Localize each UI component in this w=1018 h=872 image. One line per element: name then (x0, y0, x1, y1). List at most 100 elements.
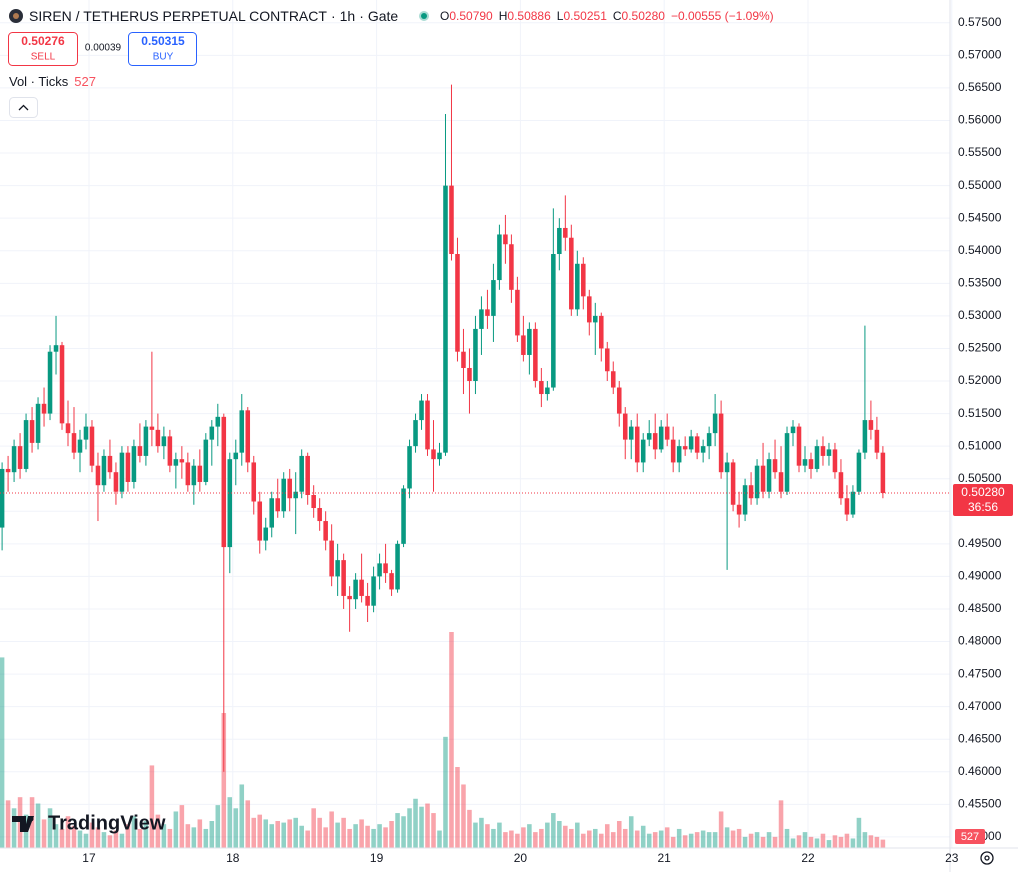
volume-bar (856, 817, 862, 848)
volume-bar (155, 814, 161, 848)
volume-bar (209, 821, 215, 848)
exchange: Gate (368, 8, 399, 24)
volume-bar (575, 822, 580, 848)
y-tick-label: 0.48500 (958, 601, 1002, 615)
sell-button[interactable] (8, 32, 78, 66)
candle-body (41, 403, 47, 414)
volume-value: 527 (74, 74, 96, 89)
volume-bar (233, 808, 239, 848)
candle-body (826, 449, 832, 456)
volume-bar (766, 832, 772, 848)
volume-bar (718, 811, 724, 848)
candle-body (724, 462, 730, 473)
x-tick-label: 17 (82, 851, 96, 865)
volume-bar (65, 816, 71, 848)
candle-body (760, 465, 766, 492)
volume-bar (652, 832, 658, 848)
candle-body (862, 420, 868, 453)
candle-body (527, 328, 532, 355)
candle-body (796, 426, 802, 466)
candle-body (407, 446, 412, 489)
x-tick-label: 22 (801, 851, 815, 865)
volume-bar (161, 824, 167, 848)
interval: 1h (340, 8, 356, 24)
volume-bar (299, 825, 304, 848)
candle-body (257, 501, 263, 541)
y-tick-label: 0.57000 (958, 48, 1002, 62)
candle-body (640, 439, 646, 463)
candle-body (778, 472, 784, 492)
x-tick-label: 20 (514, 851, 528, 865)
volume-bar (826, 840, 832, 848)
volume-bar (341, 817, 346, 848)
ohlc-label: C (613, 9, 622, 23)
candle-body (89, 426, 95, 466)
candle-body (766, 459, 772, 492)
candle-body (509, 244, 514, 290)
volume-bar (227, 797, 233, 848)
candle-body (700, 446, 706, 453)
candle-body (215, 416, 221, 427)
candle-body (125, 452, 131, 482)
candle-body (365, 595, 370, 606)
ohlc-value: 0.50280 (622, 9, 666, 23)
volume-bar (377, 824, 382, 848)
volume-layer (0, 632, 886, 848)
volume-bar (131, 816, 137, 848)
candle-body (197, 465, 203, 482)
candle-body (784, 433, 790, 492)
candle-body (664, 426, 670, 440)
candle-body (29, 420, 35, 443)
volume-bar (221, 713, 227, 848)
volume-bar (754, 832, 760, 848)
candle-body (431, 449, 436, 460)
volume-bar (545, 822, 550, 848)
status-dot (421, 13, 427, 19)
volume-bar (269, 824, 275, 848)
volume-bar (736, 828, 742, 848)
candle-body (401, 488, 406, 544)
candle-body (604, 348, 610, 372)
x-tick-label: 19 (370, 851, 384, 865)
candle-body (281, 478, 286, 512)
candle-body (497, 234, 502, 281)
volume-bar (323, 827, 328, 848)
candle-body (179, 459, 185, 463)
last-price-tag (953, 484, 1013, 517)
settings-icon (984, 855, 990, 861)
volume-tag (955, 829, 985, 844)
volume-bar (874, 836, 880, 848)
watermark: TradingView (12, 812, 166, 834)
candle-body (95, 465, 101, 486)
candle-body (808, 459, 814, 469)
candle-body (587, 296, 592, 323)
volume-bar (473, 822, 478, 848)
volume-bar (179, 805, 185, 848)
candle-body (772, 459, 778, 473)
volume-bar (185, 824, 191, 848)
settings-icon[interactable] (980, 851, 994, 865)
candle-body (131, 446, 137, 482)
buy-button[interactable] (128, 32, 197, 66)
volume-bar (119, 833, 125, 848)
candle-body (593, 315, 598, 323)
collapse-button[interactable] (9, 97, 38, 118)
candle-body (850, 491, 856, 515)
volume-bar (706, 832, 712, 848)
candle-body (503, 234, 508, 245)
volume-bar (527, 824, 532, 848)
candle-body (521, 335, 526, 355)
candle-body (443, 185, 448, 453)
candle-body (413, 420, 418, 447)
candle-body (802, 459, 808, 466)
y-tick-label: 0.54000 (958, 243, 1002, 257)
ohlc-value: 0.50790 (449, 9, 493, 23)
volume-bar (880, 839, 886, 848)
volume-bar (431, 813, 436, 848)
candle-body (599, 315, 604, 349)
candle-body (347, 595, 352, 600)
volume-bar (197, 819, 203, 848)
candle-body (77, 439, 83, 453)
y-tick-label: 0.54500 (958, 210, 1002, 224)
volume-bar (371, 828, 376, 848)
